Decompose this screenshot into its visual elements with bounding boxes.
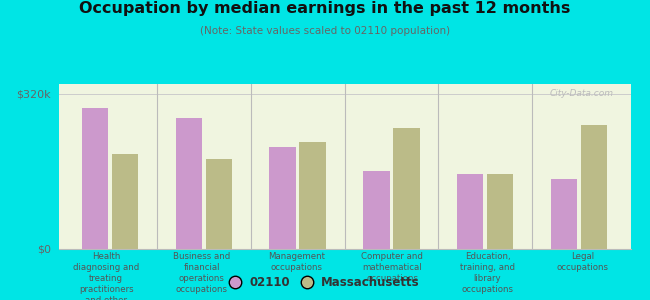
Text: Legal
occupations: Legal occupations: [557, 252, 609, 272]
Text: City-Data.com: City-Data.com: [549, 89, 614, 98]
Bar: [487, 174, 514, 249]
Text: Business and
financial
operations
occupations: Business and financial operations occupa…: [173, 252, 230, 294]
Bar: [112, 154, 138, 249]
Bar: [393, 128, 419, 249]
Bar: [270, 147, 296, 249]
Bar: [300, 142, 326, 249]
Bar: [551, 178, 577, 249]
Legend: 02110, Massachusetts: 02110, Massachusetts: [226, 272, 424, 294]
Text: Education,
training, and
library
occupations: Education, training, and library occupat…: [460, 252, 515, 294]
Bar: [176, 118, 202, 249]
Text: Management
occupations: Management occupations: [268, 252, 326, 272]
Text: Computer and
mathematical
occupations: Computer and mathematical occupations: [361, 252, 423, 283]
Bar: [581, 125, 607, 249]
Bar: [82, 108, 108, 249]
Text: (Note: State values scaled to 02110 population): (Note: State values scaled to 02110 popu…: [200, 26, 450, 35]
Bar: [457, 174, 484, 249]
Text: Health
diagnosing and
treating
practitioners
and other
technical
occupations: Health diagnosing and treating practitio…: [73, 252, 139, 300]
Bar: [363, 171, 389, 249]
Text: Occupation by median earnings in the past 12 months: Occupation by median earnings in the pas…: [79, 2, 571, 16]
Bar: [205, 159, 232, 249]
